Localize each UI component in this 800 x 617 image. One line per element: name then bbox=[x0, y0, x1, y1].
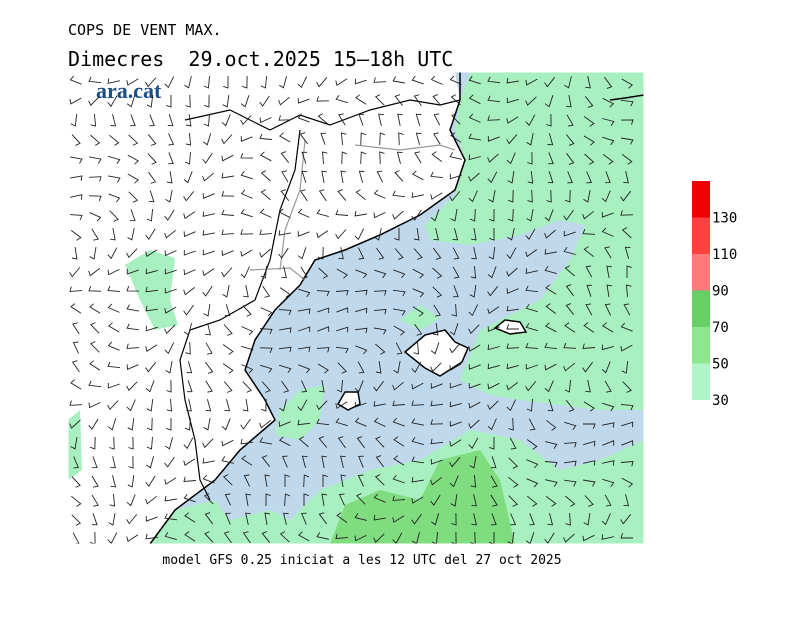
border bbox=[179, 99, 461, 501]
island bbox=[493, 319, 528, 335]
wind-barb bbox=[69, 75, 634, 545]
island bbox=[336, 391, 361, 411]
map: ara.cat bbox=[68, 72, 645, 545]
colorbar-tick-label: 130 bbox=[712, 211, 737, 227]
map-frame bbox=[67, 71, 645, 545]
colorbar-tick-label: 90 bbox=[712, 284, 729, 300]
logo: ara.cat bbox=[96, 78, 162, 103]
coastline bbox=[149, 72, 466, 545]
colorbar-segment bbox=[692, 290, 710, 327]
colorbar-segment bbox=[692, 327, 710, 364]
wind-area bbox=[400, 305, 440, 330]
border bbox=[249, 139, 456, 281]
wind-area bbox=[150, 430, 644, 544]
colorbar: 30 50 70 90 110 130 bbox=[692, 181, 737, 409]
island bbox=[403, 329, 469, 377]
colorbar-tick-label: 110 bbox=[712, 247, 737, 263]
colorbar-segment bbox=[692, 217, 710, 254]
coastline bbox=[609, 94, 645, 101]
subtitle: Dimecres 29.oct.2025 15—18h UTC bbox=[68, 47, 453, 71]
colorbar-tick-label: 30 bbox=[712, 393, 729, 409]
colorbar-tick-label: 50 bbox=[712, 357, 729, 373]
colorbar-segment bbox=[692, 363, 710, 400]
colorbar-segment bbox=[692, 254, 710, 291]
colorbar-tick-label: 70 bbox=[712, 320, 729, 336]
wind-area bbox=[275, 385, 325, 440]
footer: model GFS 0.25 iniciat a les 12 UTC del … bbox=[162, 553, 561, 568]
wind-barbs bbox=[69, 75, 634, 545]
colorbar-segment bbox=[692, 181, 710, 218]
title: COPS DE VENT MAX. bbox=[68, 21, 222, 39]
